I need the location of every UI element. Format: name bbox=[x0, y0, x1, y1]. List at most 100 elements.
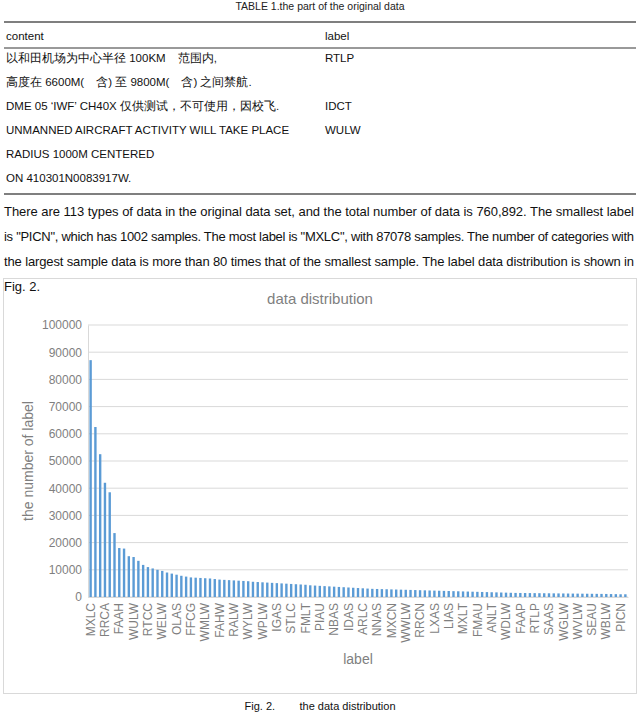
x-tick: IDAS bbox=[342, 597, 356, 631]
bar bbox=[619, 594, 621, 597]
bar bbox=[261, 582, 263, 597]
grid-line bbox=[88, 461, 628, 462]
bar bbox=[428, 590, 430, 597]
x-tick: WMLW bbox=[198, 597, 212, 641]
table-header: label bbox=[325, 30, 349, 42]
bar bbox=[314, 586, 316, 597]
table-cell: RADIUS 1000M CENTERED bbox=[6, 148, 154, 160]
tick-label: MXLC bbox=[84, 603, 98, 637]
bar bbox=[533, 593, 535, 597]
bar bbox=[190, 577, 192, 597]
tick-label: FFCG bbox=[184, 603, 198, 636]
bar bbox=[276, 583, 278, 597]
bar bbox=[371, 589, 373, 597]
table-cell: WULW bbox=[325, 124, 361, 136]
bar bbox=[252, 582, 254, 597]
bar bbox=[376, 589, 378, 597]
bar bbox=[624, 594, 626, 597]
table-cell: RTLP bbox=[325, 52, 355, 64]
bar bbox=[175, 575, 177, 597]
bar bbox=[266, 583, 268, 597]
x-tick: RTLP bbox=[528, 597, 542, 633]
x-tick: RRCA bbox=[98, 597, 112, 637]
x-tick: ANLT bbox=[485, 597, 499, 633]
bar bbox=[424, 590, 426, 597]
tick-label: 60000 bbox=[49, 427, 83, 441]
x-tick: WVLW bbox=[571, 597, 585, 639]
bar bbox=[180, 576, 182, 597]
bar bbox=[89, 360, 91, 597]
bar bbox=[285, 584, 287, 597]
tick-label: WGLW bbox=[557, 602, 571, 640]
y-tick: 30000 bbox=[49, 509, 88, 523]
bar bbox=[123, 549, 125, 597]
tick-label: FMAU bbox=[471, 603, 485, 637]
bar bbox=[529, 593, 531, 597]
bar bbox=[538, 593, 540, 597]
y-axis-title: the number of label bbox=[20, 401, 36, 521]
bar bbox=[342, 587, 344, 597]
x-tick: STLC bbox=[284, 597, 298, 634]
tick-label: 10000 bbox=[49, 563, 83, 577]
bar bbox=[323, 586, 325, 597]
tick-label: 50000 bbox=[49, 454, 83, 468]
bar bbox=[209, 579, 211, 597]
x-tick: PIAU bbox=[313, 597, 327, 631]
x-tick: WGLW bbox=[557, 597, 571, 641]
x-tick: FFCG bbox=[184, 597, 198, 636]
bar bbox=[586, 594, 588, 597]
bar bbox=[237, 581, 239, 597]
x-tick: NNAS bbox=[370, 597, 384, 636]
x-tick: PICN bbox=[614, 597, 628, 632]
x-tick: NBAS bbox=[327, 597, 341, 636]
bar bbox=[591, 594, 593, 597]
x-tick: LXAS bbox=[428, 597, 442, 634]
bar bbox=[419, 590, 421, 597]
x-tick: MXLT bbox=[456, 597, 470, 634]
bar bbox=[290, 584, 292, 597]
tick-label: IDAS bbox=[342, 603, 356, 631]
x-tick: SAAS bbox=[542, 597, 556, 635]
tick-label: 90000 bbox=[49, 346, 83, 360]
table-cell: ON 410301N0083917W. bbox=[6, 172, 131, 184]
tick-label: WWLW bbox=[399, 602, 413, 642]
bar bbox=[199, 578, 201, 597]
bar bbox=[395, 590, 397, 597]
x-tick: MXLC bbox=[84, 597, 98, 636]
tick-label: OLAS bbox=[170, 603, 184, 635]
tick-label: STLC bbox=[284, 603, 298, 634]
grid-line bbox=[88, 542, 628, 543]
tick-label: FAHW bbox=[213, 602, 227, 637]
bar bbox=[247, 581, 249, 597]
tick-label: WYLW bbox=[241, 602, 255, 639]
y-tick: 40000 bbox=[49, 482, 88, 496]
bar bbox=[166, 573, 168, 597]
bar bbox=[280, 583, 282, 597]
bar bbox=[319, 586, 321, 597]
x-tick: FAHW bbox=[213, 597, 227, 638]
bar bbox=[257, 582, 259, 597]
bar bbox=[390, 589, 392, 597]
tick-label: WPLW bbox=[256, 602, 270, 639]
bar bbox=[214, 579, 216, 597]
bar bbox=[362, 588, 364, 597]
table-title: TABLE 1.the part of the original data bbox=[235, 0, 404, 12]
x-tick: RALW bbox=[227, 597, 241, 637]
bar bbox=[490, 592, 492, 597]
x-tick: RRCN bbox=[413, 597, 427, 638]
table-header: content bbox=[6, 30, 45, 42]
tick-label: 20000 bbox=[49, 536, 83, 550]
bar bbox=[385, 589, 387, 597]
x-tick: RTCC bbox=[141, 597, 155, 636]
bar bbox=[328, 586, 330, 597]
bars bbox=[89, 360, 626, 597]
bar bbox=[366, 589, 368, 597]
bar bbox=[562, 593, 564, 597]
bar bbox=[132, 557, 134, 597]
tick-label: IGAS bbox=[270, 603, 284, 632]
bar bbox=[405, 590, 407, 597]
grid bbox=[88, 325, 628, 597]
y-tick: 0 bbox=[75, 590, 88, 604]
bar bbox=[438, 591, 440, 597]
bar bbox=[171, 574, 173, 597]
